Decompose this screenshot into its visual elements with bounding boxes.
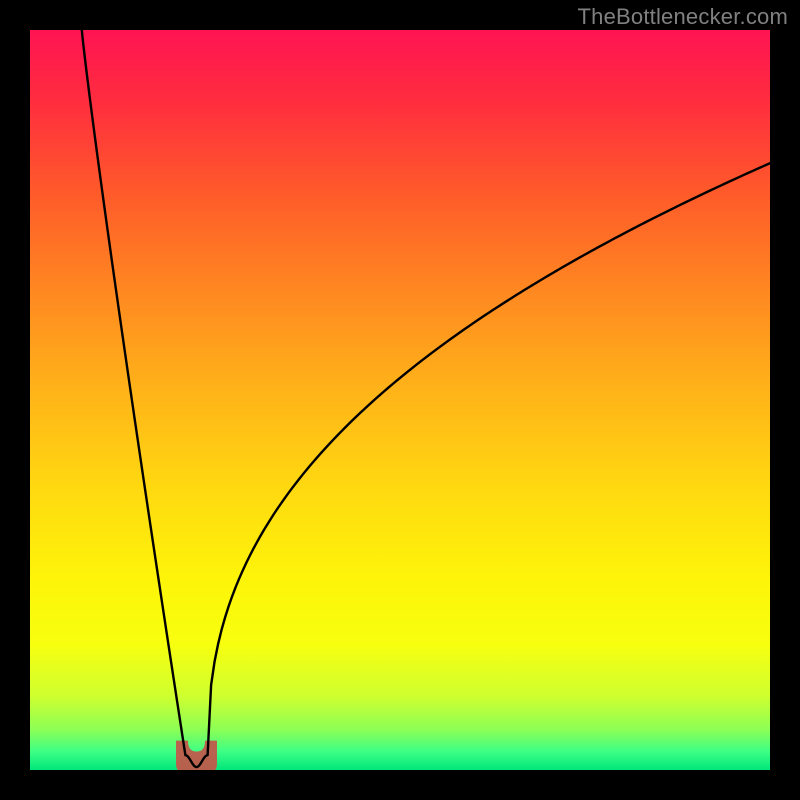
curve-layer bbox=[30, 30, 770, 770]
dip-marker bbox=[177, 741, 217, 770]
watermark-text: TheBottlenecker.com bbox=[578, 4, 788, 30]
bottleneck-curve bbox=[82, 30, 770, 767]
plot-area bbox=[30, 30, 770, 770]
